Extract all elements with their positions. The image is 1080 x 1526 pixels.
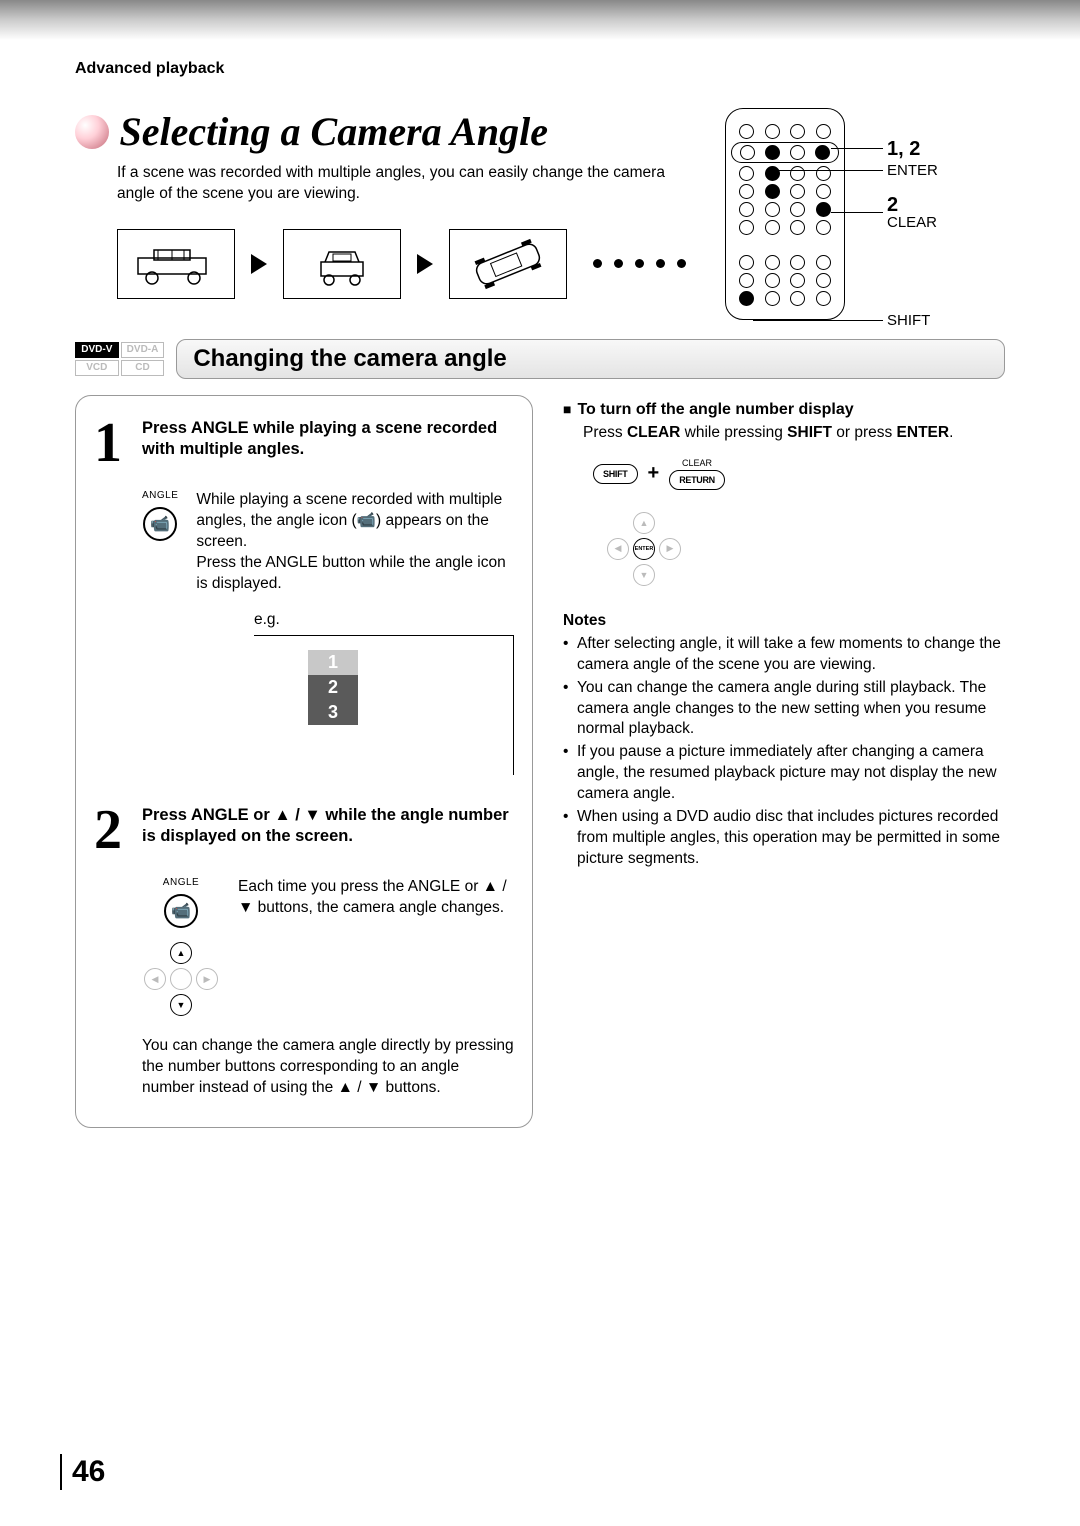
remote-label-enter: ENTER (887, 162, 938, 179)
disc-badges: DVD-V DVD-A VCD CD (75, 342, 164, 376)
angle-btn-glyph-2: 📹 (164, 894, 198, 928)
remote-label-clear: CLEAR (887, 214, 937, 231)
step-2-note: You can change the camera angle directly… (142, 1036, 514, 1099)
eg-list: 123 (308, 650, 358, 725)
car-frame-1 (117, 229, 235, 299)
button-combo: SHIFT + CLEAR RETURN (593, 458, 1005, 490)
car-rear-icon (307, 240, 377, 288)
breadcrumb: Advanced playback (75, 60, 1005, 78)
clear-small-label: CLEAR (682, 458, 712, 468)
badge-dvda: DVD-A (121, 342, 165, 358)
car-frame-2 (283, 229, 401, 299)
columns: 1 Press ANGLE while playing a scene reco… (75, 395, 1005, 1128)
car-top-icon (460, 237, 556, 291)
sphere-icon (75, 115, 109, 149)
remote-btn-angle (765, 145, 780, 160)
page-number: 46 (60, 1454, 105, 1490)
remote-label-12: 1, 2 (887, 138, 920, 161)
intro-text: If a scene was recorded with multiple an… (117, 163, 677, 205)
eg-item: 1 (308, 650, 358, 675)
dpad-up: ▲ (170, 942, 192, 964)
shift-oval: SHIFT (593, 464, 638, 484)
remote-btn-angle2 (815, 145, 830, 160)
dpad2-left: ◀ (607, 538, 629, 560)
square-bullet-icon: ■ (563, 401, 571, 417)
notes-list: After selecting angle, it will take a fe… (563, 634, 1005, 870)
title-row: Selecting a Camera Angle If a scene was … (75, 108, 1005, 329)
right-column: ■ To turn off the angle number display Pr… (563, 395, 1005, 872)
step-2: 2 Press ANGLE or ▲ / ▼ while the angle n… (94, 805, 514, 855)
dpad2-up: ▲ (633, 512, 655, 534)
page-content: Advanced playback Selecting a Camera Ang… (0, 40, 1080, 1128)
plus-icon: + (648, 462, 660, 485)
dpad2-enter: ENTER (633, 538, 655, 560)
badge-dvdv: DVD-V (75, 342, 119, 358)
eg-item: 3 (308, 700, 358, 725)
top-gradient (0, 0, 1080, 40)
note-item: If you pause a picture immediately after… (563, 742, 1005, 805)
section-header: DVD-V DVD-A VCD CD Changing the camera a… (75, 339, 1005, 379)
eg-screen: 123 (254, 635, 514, 775)
turnoff-heading: ■ To turn off the angle number display (563, 401, 1005, 419)
step-1-desc: While playing a scene recorded with mult… (196, 490, 514, 595)
note-item: When using a DVD audio disc that include… (563, 807, 1005, 870)
step-2-title: Press ANGLE or ▲ / ▼ while the angle num… (142, 805, 514, 855)
step-1-number: 1 (94, 418, 130, 468)
note-item: After selecting angle, it will take a fe… (563, 634, 1005, 676)
dpad-left: ◀ (144, 968, 166, 990)
notes-heading: Notes (563, 612, 1005, 630)
main-title: Selecting a Camera Angle (119, 109, 548, 154)
remote-btn-clear (816, 202, 831, 217)
arrow-icon (251, 254, 267, 274)
dpad-icon: ▲ ▼ ◀ ▶ (142, 940, 220, 1018)
angle-button-icon-2: ANGLE 📹 (163, 877, 199, 928)
dpad2-right: ▶ (659, 538, 681, 560)
dpad-enter-icon: ▲ ▼ ◀ ▶ ENTER (605, 510, 683, 588)
step-1-title: Press ANGLE while playing a scene record… (142, 418, 514, 468)
angle-label: ANGLE (142, 490, 178, 501)
car-side-icon (126, 240, 226, 288)
step-2-number: 2 (94, 805, 130, 855)
remote-diagram: 1, 2 ENTER 2 CLEAR SHIFT (725, 108, 1005, 320)
remote-btn-shift (739, 291, 754, 306)
dpad-right: ▶ (196, 968, 218, 990)
angle-label-2: ANGLE (163, 877, 199, 888)
car-frame-3 (449, 229, 567, 299)
continuation-dots (593, 259, 686, 268)
steps-panel: 1 Press ANGLE while playing a scene reco… (75, 395, 533, 1128)
arrow-icon (417, 254, 433, 274)
note-item: You can change the camera angle during s… (563, 678, 1005, 741)
dpad2-down: ▼ (633, 564, 655, 586)
car-angle-illustration (117, 229, 695, 299)
title-block: Selecting a Camera Angle If a scene was … (75, 108, 695, 329)
section-title: Changing the camera angle (176, 339, 1005, 379)
angle-button-icon: ANGLE 📹 (142, 490, 178, 595)
step-2-body: ANGLE 📹 ▲ ▼ ◀ ▶ Each time you press the … (142, 877, 514, 1018)
remote-label-shift: SHIFT (887, 312, 930, 329)
remote-btn-enter (765, 166, 780, 181)
step-1-body: ANGLE 📹 While playing a scene recorded w… (142, 490, 514, 595)
step-2-desc: Each time you press the ANGLE or ▲ / ▼ b… (238, 877, 514, 1018)
turnoff-text: Press CLEAR while pressing SHIFT or pres… (583, 423, 1005, 444)
badge-vcd: VCD (75, 360, 119, 376)
eg-item: 2 (308, 675, 358, 700)
dpad-down: ▼ (170, 994, 192, 1016)
angle-btn-glyph: 📹 (143, 507, 177, 541)
remote-outline (725, 108, 845, 320)
dpad-center (170, 968, 192, 990)
return-oval: RETURN (669, 470, 725, 490)
badge-cd: CD (121, 360, 165, 376)
turnoff-heading-text: To turn off the angle number display (577, 401, 853, 418)
eg-label: e.g. (254, 611, 514, 629)
step-1: 1 Press ANGLE while playing a scene reco… (94, 418, 514, 468)
